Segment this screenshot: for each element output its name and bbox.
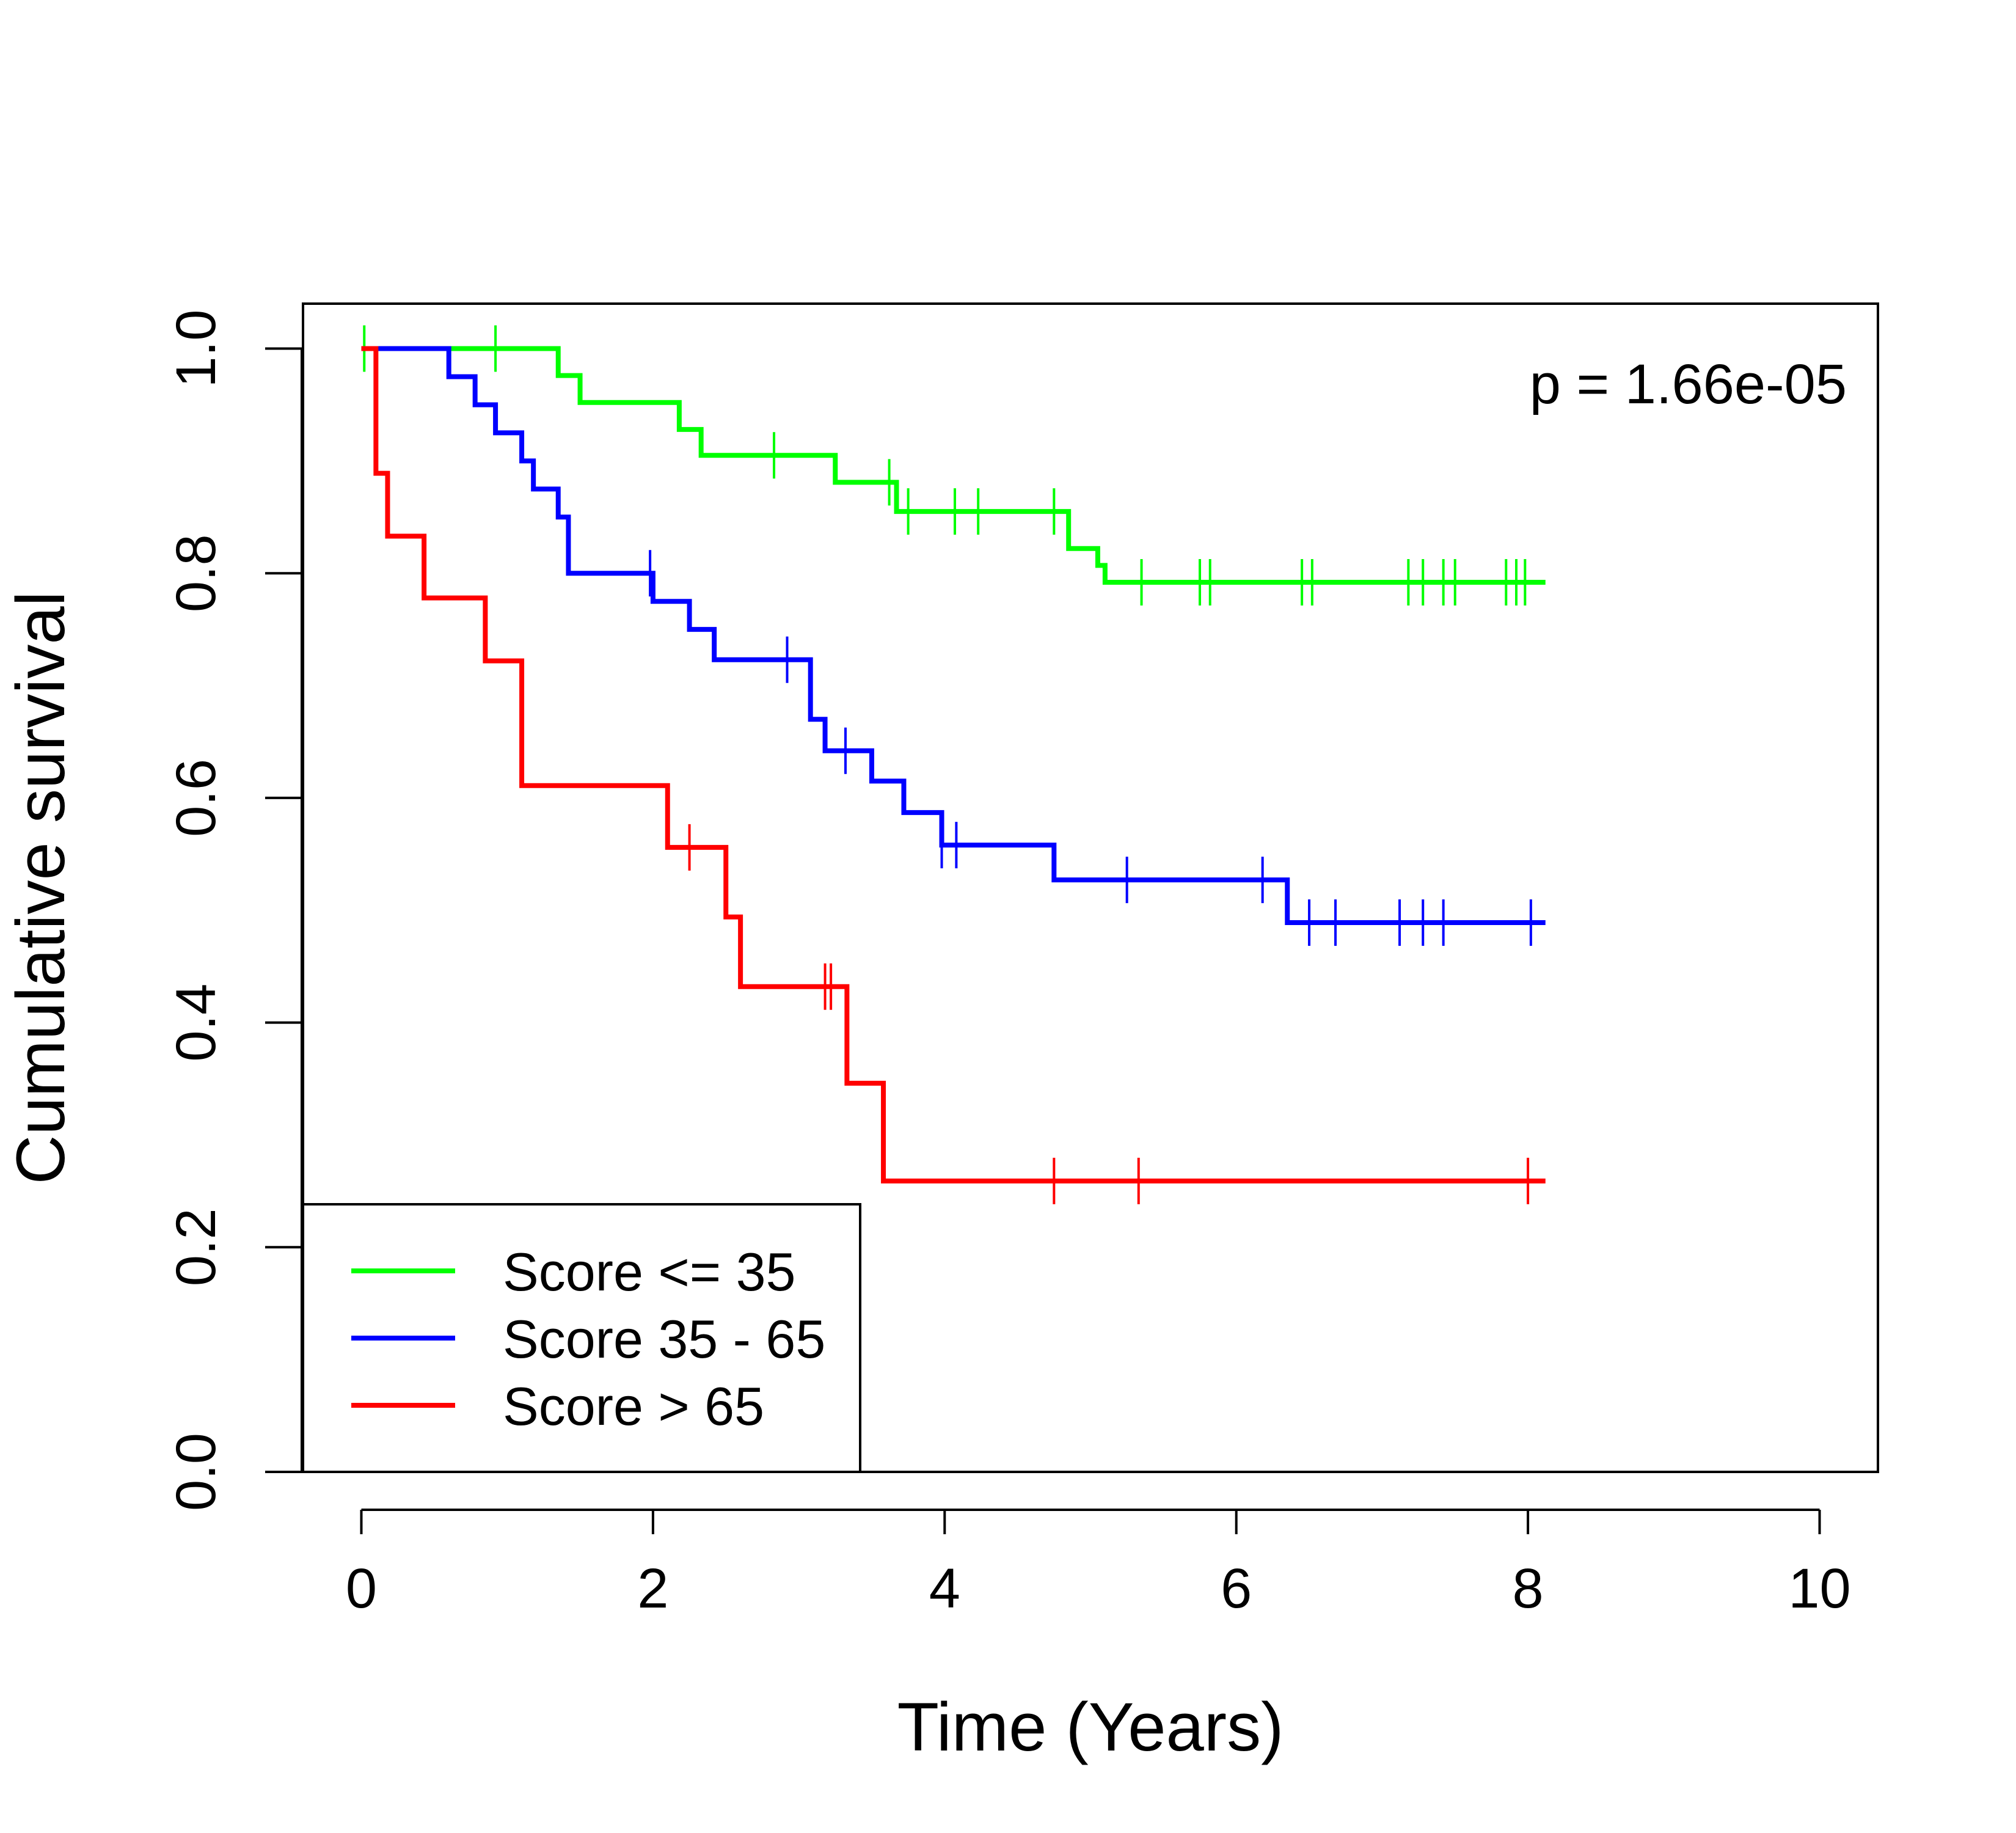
x-axis: 0 2 4 6 8 10 xyxy=(346,1509,1851,1620)
survival-curve xyxy=(361,346,1546,925)
y-tick-label: 0.2 xyxy=(165,1208,227,1286)
y-tick-label: 1.0 xyxy=(165,310,227,388)
series-1 xyxy=(361,325,1546,606)
y-tick-label: 0.0 xyxy=(165,1433,227,1511)
x-tick-label: 10 xyxy=(1788,1557,1850,1620)
y-axis-title: Cumulative survival xyxy=(2,591,79,1185)
y-tick-label: 0.6 xyxy=(165,759,227,837)
p-value-annotation: p = 1.66e-05 xyxy=(1530,353,1847,415)
series-layer xyxy=(361,325,1546,1204)
legend: Score <= 35 Score 35 - 65 Score > 65 xyxy=(302,1203,861,1473)
x-tick-label: 4 xyxy=(929,1557,960,1620)
legend-label: Score 35 - 65 xyxy=(503,1309,825,1369)
x-tick-label: 8 xyxy=(1513,1557,1544,1620)
x-axis-title: Time (Years) xyxy=(897,1689,1284,1765)
x-tick-label: 6 xyxy=(1221,1557,1252,1620)
x-tick-label: 0 xyxy=(346,1557,377,1620)
series-3 xyxy=(361,346,1546,1204)
y-tick-label: 0.4 xyxy=(165,984,227,1062)
legend-label: Score > 65 xyxy=(503,1376,764,1436)
y-tick-label: 0.8 xyxy=(165,534,227,612)
series-2 xyxy=(361,346,1546,946)
survival-curve xyxy=(361,346,1546,1184)
x-tick-label: 2 xyxy=(637,1557,668,1620)
legend-label: Score <= 35 xyxy=(503,1242,795,1302)
survival-curve xyxy=(361,346,1546,585)
plot-frame xyxy=(302,302,1879,1473)
